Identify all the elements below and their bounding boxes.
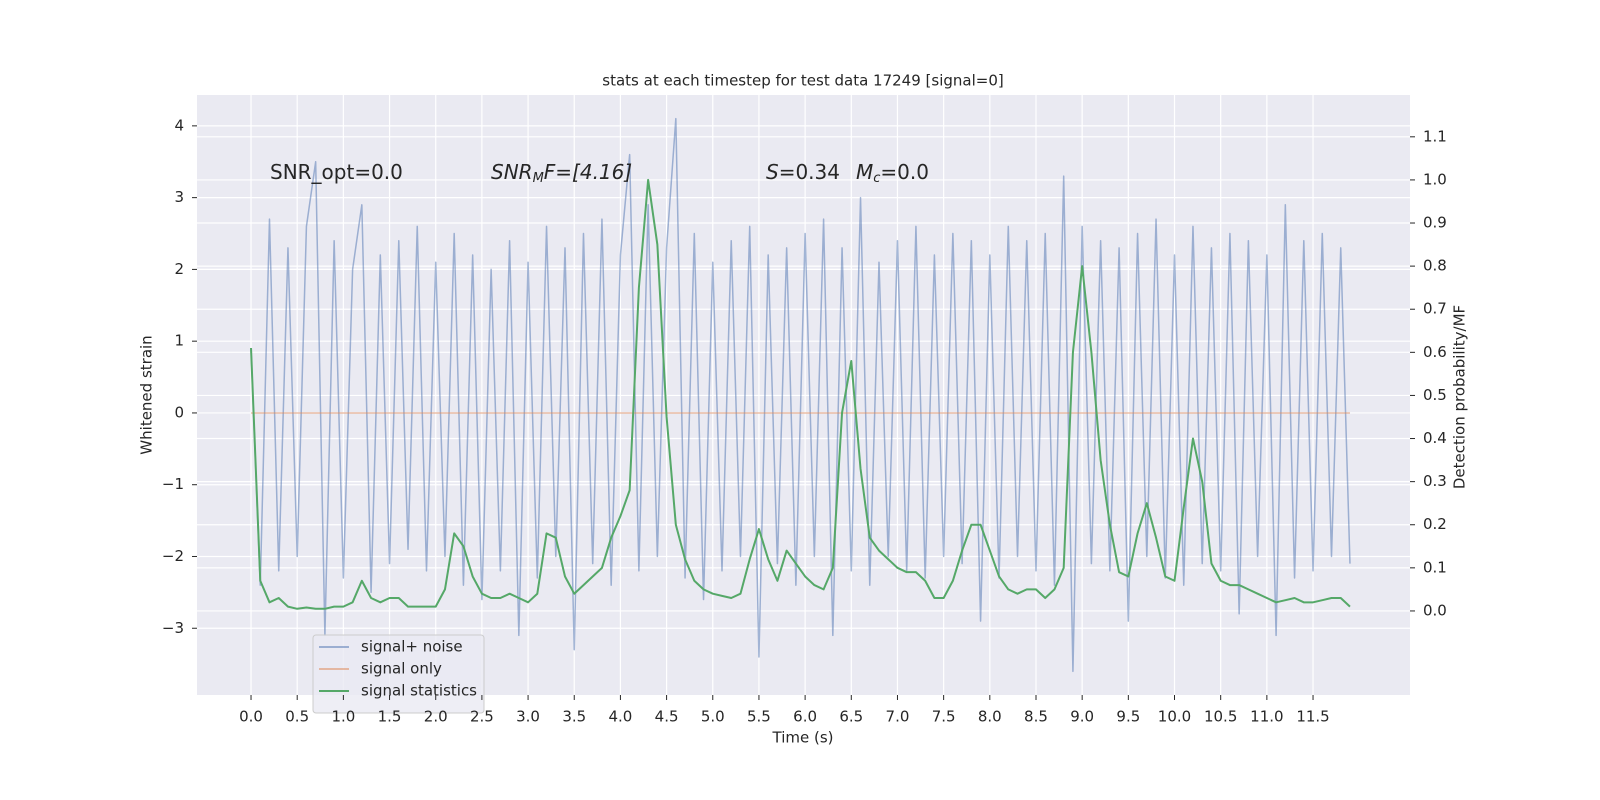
annotation-text: =0.34	[779, 160, 840, 184]
legend: signal+ noise signal only signal statistic…	[312, 634, 485, 714]
y-tick-label: 2	[174, 260, 184, 278]
y2-tick-label: 0.1	[1423, 558, 1447, 576]
legend-label: signal only	[361, 660, 442, 678]
y-tick-label: 0	[174, 403, 184, 421]
y2-tick-label: 0.0	[1423, 601, 1447, 619]
x-tick-label: 6.0	[793, 708, 817, 726]
x-tick-label: 3.0	[516, 708, 540, 726]
x-tick-label: 7.5	[932, 708, 956, 726]
y-tick-label: 4	[174, 116, 184, 134]
x-tick-label: 4.5	[655, 708, 679, 726]
annotation-text: M	[856, 160, 873, 184]
y-tick-label: −3	[162, 619, 184, 637]
y2-tick-label: 1.1	[1423, 127, 1447, 145]
y-tick-label: −2	[162, 547, 184, 565]
x-tick-label: 8.5	[1024, 708, 1048, 726]
y2-tick-label: 0.6	[1423, 343, 1447, 361]
annotation-text: SNR	[491, 160, 533, 184]
x-tick-label: 11.5	[1296, 708, 1329, 726]
y-tick-label: 1	[174, 332, 184, 350]
y2-tick-label: 0.7	[1423, 300, 1447, 318]
y2-tick-label: 0.4	[1423, 429, 1447, 447]
x-tick-label: 3.5	[562, 708, 586, 726]
y2-tick-label: 0.2	[1423, 515, 1447, 533]
y2-tick-label: 0.3	[1423, 472, 1447, 490]
x-tick-label: 5.0	[701, 708, 725, 726]
annotation: SNR_opt=0.0	[270, 160, 403, 184]
y2-tick-label: 1.0	[1423, 170, 1447, 188]
x-tick-label: 1.5	[378, 708, 402, 726]
legend-box	[312, 634, 485, 714]
y-tick-label: 3	[174, 188, 184, 206]
annotation-text: F=[4.16]	[544, 160, 632, 184]
marks	[250, 117, 1351, 673]
x-tick-label: 0.5	[285, 708, 309, 726]
x-tick-label: 10.0	[1158, 708, 1191, 726]
annotation-text: S	[766, 160, 779, 184]
x-tick-label: 7.0	[886, 708, 910, 726]
x-tick-label: 6.5	[839, 708, 863, 726]
annotation-text: M	[533, 171, 544, 186]
y2-axis-label: Detection probability/MF	[1451, 305, 1469, 489]
x-tick-label: 4.0	[608, 708, 632, 726]
x-tick-label: 2.5	[470, 708, 494, 726]
annotation: S=0.34 Mc=0.0	[766, 160, 929, 186]
annotation-text: SNR_opt=0.0	[270, 160, 403, 184]
y2-tick-label: 0.8	[1423, 257, 1447, 275]
x-tick-label: 11.0	[1250, 708, 1283, 726]
annotation: SNRMF=[4.16]	[491, 160, 632, 186]
x-tick-label: 9.5	[1116, 708, 1140, 726]
x-tick-label: 2.0	[424, 708, 448, 726]
x-tick-label: 8.0	[978, 708, 1002, 726]
annotation-text: =0.0	[880, 160, 929, 184]
y2-tick-label: 0.9	[1423, 214, 1447, 232]
x-tick-label: 1.0	[331, 708, 355, 726]
x-tick-label: 5.5	[747, 708, 771, 726]
y2-tick-label: 0.5	[1423, 386, 1447, 404]
x-tick-label: 10.5	[1204, 708, 1237, 726]
annotation-text: c	[873, 171, 880, 186]
series-line	[250, 178, 1351, 610]
y-tick-label: −1	[162, 475, 184, 493]
y-axis-label: Whitened strain	[138, 335, 156, 454]
x-tick-label: 0.0	[239, 708, 263, 726]
legend-label: signal statistics	[361, 682, 477, 700]
x-axis-label: Time (s)	[772, 729, 834, 747]
x-tick-label: 9.0	[1070, 708, 1094, 726]
series-line	[250, 117, 1351, 673]
legend-label: signal+ noise	[361, 638, 463, 656]
chart-title: stats at each timestep for test data 172…	[602, 72, 1003, 90]
